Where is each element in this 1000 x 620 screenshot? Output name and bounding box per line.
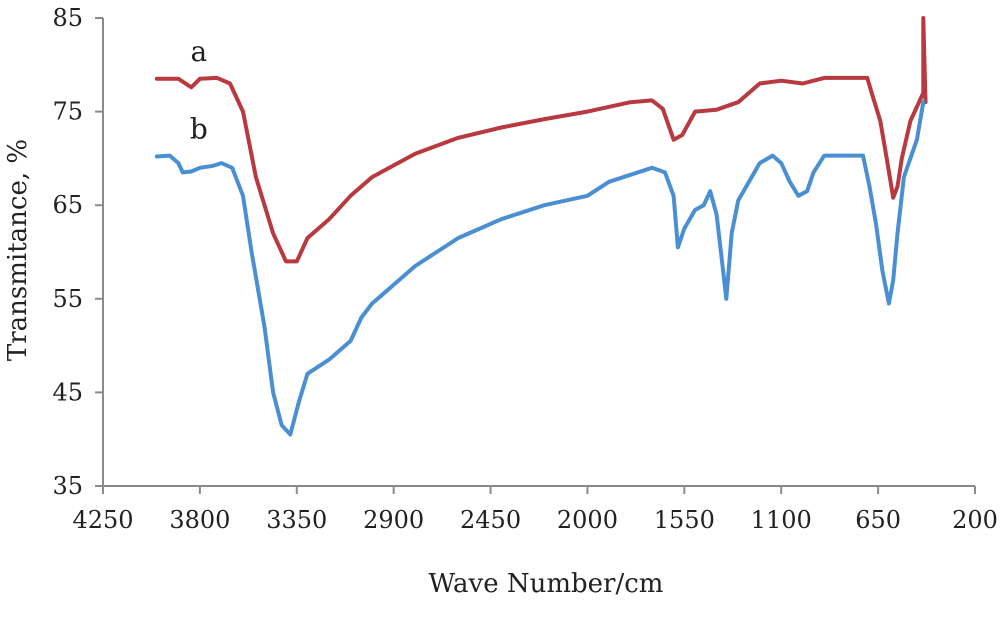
labels-layer: ab [190,35,208,146]
y-tick-label: 55 [52,285,83,313]
x-tick-label: 2450 [460,506,521,534]
y-tick-label: 45 [52,378,83,406]
x-tick-label: 2000 [557,506,618,534]
x-tick-label: 3800 [169,506,230,534]
y-tick-label: 75 [52,98,83,126]
x-tick-label: 1550 [654,506,715,534]
x-axis-title: Wave Number/cm [429,569,664,599]
x-tick-label: 4250 [72,506,133,534]
series-line-b [154,100,926,437]
x-tick-label: 650 [855,506,901,534]
x-tick-label: 3350 [266,506,327,534]
x-tick-label: 200 [952,506,998,534]
y-tick-label: 65 [52,191,83,219]
series-line-a [154,16,928,264]
series-label-a: a [190,35,207,68]
y-axis-title: Transmitance, % [3,139,33,361]
y-tick-label: 35 [52,472,83,500]
series-label-b: b [190,113,208,146]
y-tick-label: 85 [52,4,83,32]
x-tick-label: 1100 [751,506,812,534]
axes: 4250 3800 3350 2900 2450 2000 1550 1100 650 200 35… [52,4,997,534]
x-tick-label: 2900 [363,506,424,534]
series-layer [154,16,928,437]
